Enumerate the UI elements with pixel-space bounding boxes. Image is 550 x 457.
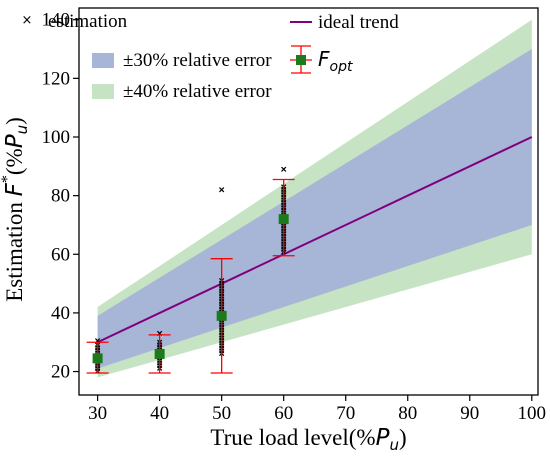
x-tick-label: 30 (88, 403, 107, 424)
y-axis-title-sub: u (13, 125, 31, 135)
x-axis-title-sub: u (389, 436, 399, 454)
y-axis-title-sup: * (0, 175, 16, 183)
y-tick-label: 140 (42, 10, 71, 31)
x-tick-label: 60 (274, 403, 293, 424)
legend-band30-swatch (92, 53, 114, 68)
legend-band40-swatch (92, 84, 114, 99)
legend-band30-label: ±30% relative error (123, 50, 272, 71)
y-tick-label: 120 (42, 68, 71, 89)
x-tick-label: 100 (518, 403, 547, 424)
x-tick-label: 70 (336, 403, 355, 424)
legend-fopt-sub: opt (330, 59, 353, 75)
estimation-outlier (219, 187, 225, 193)
x-tick-label: 40 (150, 403, 169, 424)
plot-area (86, 19, 533, 378)
x-tick-label: 90 (460, 403, 479, 424)
fopt-point (92, 353, 103, 364)
x-axis-title-var: P (376, 425, 390, 451)
legend-estimation-label: estimation (48, 11, 128, 32)
fopt-point (154, 348, 165, 359)
y-tick-label: 20 (51, 362, 70, 383)
x-axis-title-prefix: True load level(% (210, 425, 375, 450)
y-tick-label: 80 (51, 186, 70, 207)
y-axis-title-suffix: ) (2, 117, 27, 125)
fopt-errorbar (272, 178, 295, 257)
legend: × estimation ±30% relative error ±40% re… (22, 11, 400, 102)
band-30-percent (97, 49, 532, 369)
legend-fopt-var: F (318, 47, 330, 71)
fopt-errorbar (210, 258, 233, 374)
legend-ideal-label: ideal trend (318, 12, 399, 33)
fopt-point (278, 214, 289, 225)
fopt-errorbar (86, 341, 109, 374)
axis-ticks: 30 40 50 60 70 80 90 100 20 40 60 80 100 120 140 (42, 10, 547, 424)
y-tick-label: 40 (51, 303, 70, 324)
legend-estimation-marker: × (22, 13, 33, 28)
fopt-errorbar (148, 334, 171, 374)
legend-fopt-marker (290, 45, 312, 74)
y-axis-title-prefix: Estimation (2, 196, 27, 301)
y-tick-label: 100 (42, 127, 71, 148)
estimation-outlier (281, 166, 287, 172)
plot-frame (78, 7, 539, 396)
x-axis-title: True load level(%Pu) (210, 425, 406, 454)
y-axis-title: Estimation F*(%Pu) (0, 117, 31, 302)
legend-band40-label: ±40% relative error (123, 81, 272, 102)
y-axis-title-var: F (2, 182, 28, 196)
legend-fopt-label: Fopt (318, 47, 353, 75)
x-axis-title-suffix: ) (399, 425, 407, 450)
x-tick-label: 50 (212, 403, 231, 424)
y-axis-title-mid: (% (2, 148, 27, 175)
y-tick-label: 60 (51, 244, 70, 265)
ideal-trend-line (97, 136, 533, 344)
fopt-point (216, 310, 227, 321)
y-axis-title-var2: P (2, 134, 28, 148)
x-tick-label: 80 (398, 403, 417, 424)
